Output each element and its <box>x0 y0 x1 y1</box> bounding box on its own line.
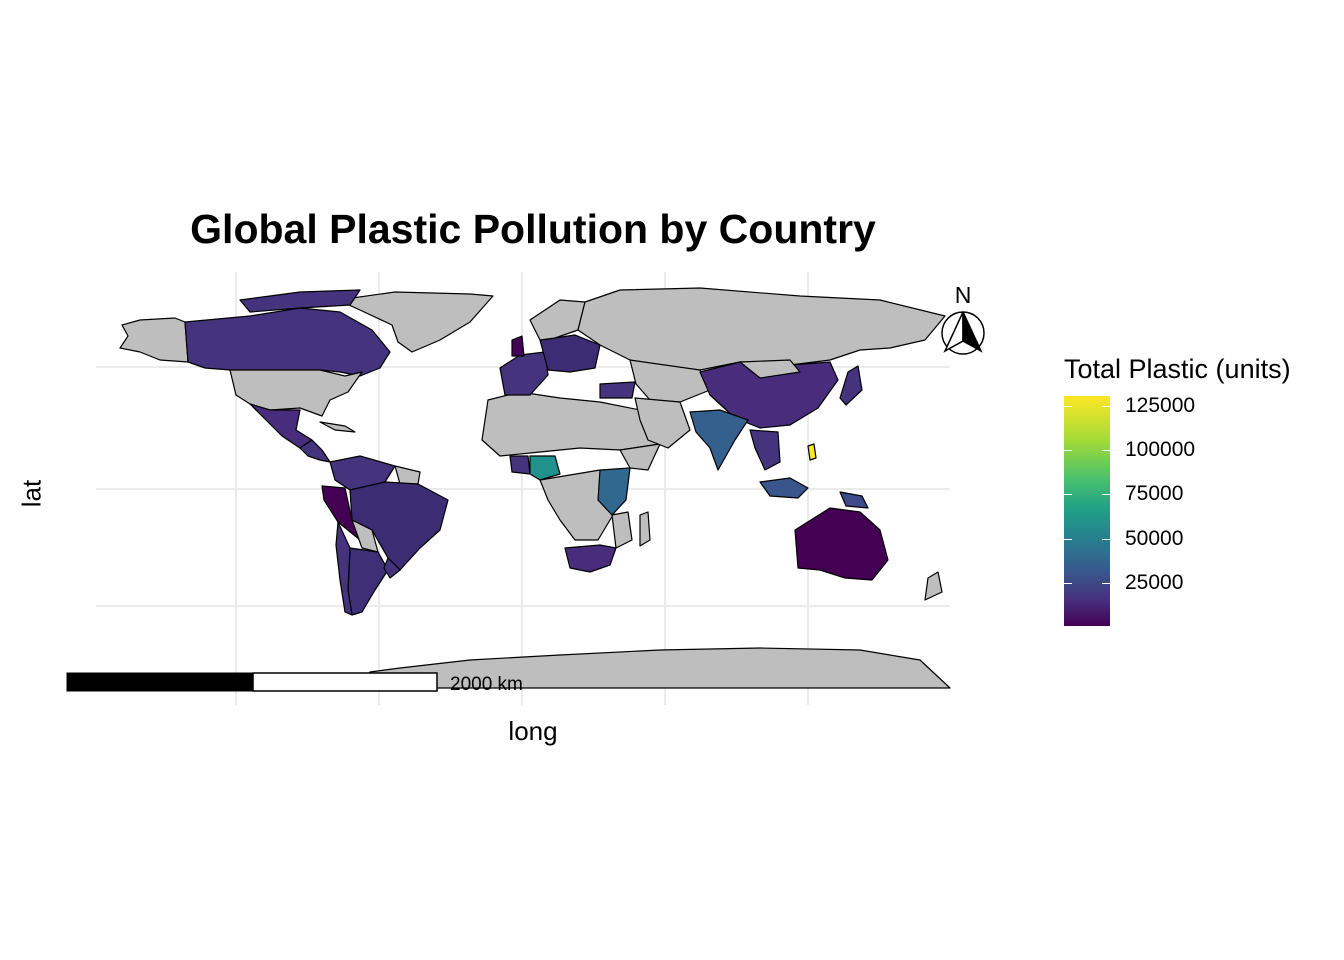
europe-west <box>499 351 549 396</box>
middle-east <box>634 397 691 449</box>
legend-tick-label: 50000 <box>1125 527 1184 550</box>
new-zealand <box>924 571 943 601</box>
philippines <box>807 443 817 461</box>
legend-colorbar <box>1064 396 1110 626</box>
legend-tick-label: 125000 <box>1125 394 1196 417</box>
mexico <box>249 403 313 449</box>
legend-tick-label: 100000 <box>1125 438 1196 461</box>
scale-bar <box>66 672 438 692</box>
mongolia <box>739 359 801 379</box>
scandinavia <box>529 299 586 341</box>
uruguay <box>383 557 401 579</box>
legend-tick-label: 75000 <box>1125 482 1184 505</box>
south-africa <box>564 544 617 573</box>
russia <box>577 287 946 371</box>
uk <box>511 335 525 357</box>
antarctica <box>359 647 951 689</box>
turkey <box>599 381 636 399</box>
australia <box>794 507 889 581</box>
argentina <box>347 547 389 616</box>
north-africa <box>481 391 661 457</box>
papua <box>839 491 869 509</box>
west-africa <box>509 455 531 475</box>
alaska <box>119 317 189 363</box>
southeast-asia <box>749 429 781 471</box>
indonesia-malaysia <box>759 477 809 499</box>
north-arrow-icon: N <box>941 282 985 355</box>
japan <box>839 365 863 406</box>
east-africa <box>619 443 661 471</box>
legend-title: Total Plastic (units) <box>1064 354 1291 384</box>
usa <box>229 369 363 417</box>
madagascar <box>639 511 651 547</box>
chile <box>335 521 353 616</box>
kenya-tanzania <box>597 467 631 516</box>
canada <box>184 307 391 377</box>
north-label: N <box>955 282 972 308</box>
mozambique <box>611 511 633 549</box>
map-title: Global Plastic Pollution by Country <box>190 206 876 252</box>
legend-tick-label: 25000 <box>1125 571 1184 594</box>
cuba <box>319 421 356 433</box>
scale-bar-label: 2000 km <box>450 674 523 695</box>
x-axis-label: long <box>508 716 558 746</box>
india <box>689 409 749 471</box>
greenland <box>337 291 494 353</box>
canada-arctic <box>239 289 361 313</box>
guianas <box>394 465 421 485</box>
nigeria <box>529 455 561 481</box>
europe-central <box>539 334 601 373</box>
y-axis-label: lat <box>16 479 47 508</box>
